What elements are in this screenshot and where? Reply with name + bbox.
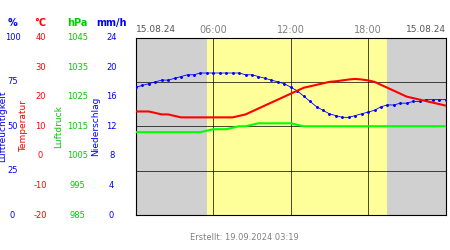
Text: %: % xyxy=(8,18,18,28)
Text: 12: 12 xyxy=(106,122,117,131)
Text: 100: 100 xyxy=(4,33,21,42)
Text: 1015: 1015 xyxy=(67,122,88,131)
Text: 1035: 1035 xyxy=(67,62,88,72)
Text: 75: 75 xyxy=(7,78,18,86)
Text: 985: 985 xyxy=(69,210,86,220)
Text: Temperatur: Temperatur xyxy=(19,100,28,152)
Text: Luftfeuchtigkeit: Luftfeuchtigkeit xyxy=(0,90,7,162)
Text: Luftdruck: Luftdruck xyxy=(54,105,63,148)
Text: 30: 30 xyxy=(35,62,46,72)
Text: 24: 24 xyxy=(106,33,117,42)
Text: 0: 0 xyxy=(10,210,15,220)
Text: 1005: 1005 xyxy=(67,151,88,160)
Text: 15.08.24: 15.08.24 xyxy=(405,25,446,34)
Text: 0: 0 xyxy=(109,210,114,220)
Text: 25: 25 xyxy=(7,166,18,175)
Text: 8: 8 xyxy=(109,151,114,160)
Text: 50: 50 xyxy=(7,122,18,131)
Text: 995: 995 xyxy=(69,181,85,190)
Text: °C: °C xyxy=(35,18,46,28)
Text: 16: 16 xyxy=(106,92,117,101)
Text: 40: 40 xyxy=(35,33,46,42)
Text: 20: 20 xyxy=(35,92,46,101)
Text: Niederschlag: Niederschlag xyxy=(91,96,100,156)
Text: 1045: 1045 xyxy=(67,33,88,42)
Text: 4: 4 xyxy=(109,181,114,190)
Text: 20: 20 xyxy=(106,62,117,72)
Text: 15.08.24: 15.08.24 xyxy=(136,25,176,34)
Text: mm/h: mm/h xyxy=(96,18,127,28)
Text: -10: -10 xyxy=(34,181,47,190)
Text: Erstellt: 19.09.2024 03:19: Erstellt: 19.09.2024 03:19 xyxy=(190,233,299,242)
Text: -20: -20 xyxy=(34,210,47,220)
Text: 0: 0 xyxy=(38,151,43,160)
Text: 1025: 1025 xyxy=(67,92,88,101)
Text: hPa: hPa xyxy=(67,18,88,28)
Text: 10: 10 xyxy=(35,122,46,131)
Bar xyxy=(207,38,387,215)
